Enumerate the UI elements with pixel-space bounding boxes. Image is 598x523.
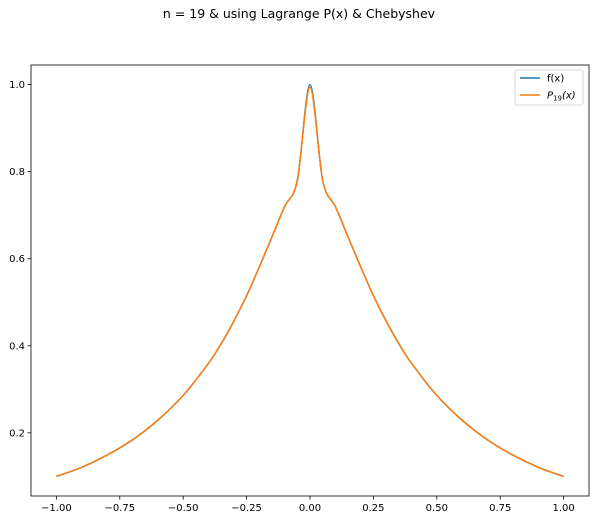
x-tick-label: 0.75 xyxy=(489,503,511,514)
legend: f(x) P19(x) xyxy=(514,69,584,106)
series-line-p19 xyxy=(56,86,564,478)
y-tick-label: 0.2 xyxy=(9,428,25,439)
y-tick-label: 0.8 xyxy=(9,167,25,178)
legend-label-p19-suffix: (x) xyxy=(562,91,576,102)
series-layer xyxy=(56,83,564,478)
y-tick-label: 0.6 xyxy=(9,254,25,265)
x-tick-label: 1.00 xyxy=(553,503,575,514)
x-tick-label: −0.50 xyxy=(168,503,199,514)
chart-title: n = 19 & using Lagrange P(x) & Chebyshev xyxy=(163,6,436,21)
y-axis: 0.2 0.4 0.6 0.8 1.0 xyxy=(9,80,31,439)
x-tick-label: 0.00 xyxy=(299,503,321,514)
x-axis: −1.00 −0.75 −0.50 −0.25 0.00 0.25 0.50 0.75 1.00 xyxy=(41,496,575,514)
series-line-fx xyxy=(56,83,564,478)
x-tick-label: −1.00 xyxy=(41,503,72,514)
legend-label-p19-prefix: P xyxy=(547,91,554,102)
legend-label-fx: f(x) xyxy=(547,74,564,85)
x-tick-label: −0.25 xyxy=(231,503,262,514)
x-tick-label: 0.50 xyxy=(426,503,448,514)
x-tick-label: 0.25 xyxy=(362,503,384,514)
y-tick-label: 0.4 xyxy=(9,341,25,352)
plot-frame xyxy=(30,64,590,497)
y-tick-label: 1.0 xyxy=(9,80,25,91)
x-tick-label: −0.75 xyxy=(104,503,135,514)
legend-label-p19-subscript: 19 xyxy=(553,95,562,103)
legend-label-p19: P19(x) xyxy=(547,91,576,103)
